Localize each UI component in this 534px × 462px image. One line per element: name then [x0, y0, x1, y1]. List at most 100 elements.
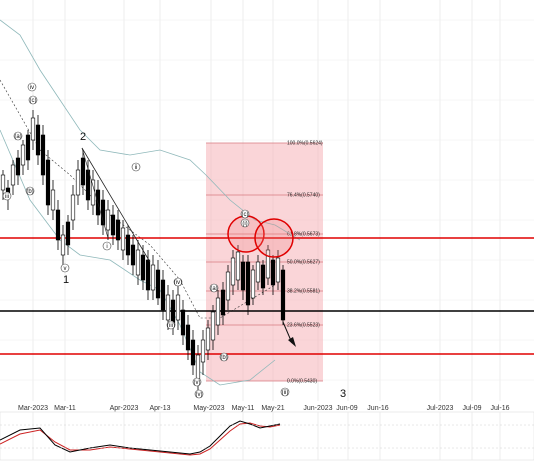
- wave-label-circle: [2, 191, 12, 201]
- candle-up: [205, 327, 211, 351]
- candle-down: [160, 279, 166, 311]
- x-tick-label: Jun-16: [367, 405, 389, 412]
- candle-up: [30, 117, 36, 141]
- candle-down: [155, 269, 161, 299]
- candle-up: [75, 169, 81, 196]
- x-tick-label: Jul-2023: [427, 405, 454, 412]
- wave-label: (iv): [174, 280, 182, 286]
- wave-label-circle: [25, 186, 35, 196]
- wave-label-circle: [194, 389, 204, 399]
- wave-label: iv: [30, 85, 34, 91]
- candle-up: [230, 257, 236, 286]
- candle-down: [125, 234, 131, 256]
- wave-label: 1: [63, 274, 69, 286]
- wave-label-circle: [60, 263, 70, 273]
- candle-down: [180, 309, 186, 336]
- wave-label: i: [106, 244, 107, 250]
- x-tick-label: Jul-09: [462, 405, 481, 412]
- wave-label: (i): [242, 221, 247, 227]
- x-tick-label: May-11: [232, 405, 255, 412]
- wave-label-circle: [102, 241, 112, 251]
- wave-label: v: [64, 266, 67, 272]
- target-circle: [254, 218, 294, 258]
- candle-up: [105, 209, 111, 231]
- x-tick-label: Mar-2023: [18, 405, 48, 412]
- candle-up: [210, 311, 216, 341]
- wave-label-circle: [219, 352, 229, 362]
- candle-down: [35, 124, 41, 156]
- wave-label-circle: [209, 283, 219, 293]
- wave-label: (a): [14, 134, 21, 140]
- x-tick-label: May-2023: [193, 405, 224, 412]
- candle-down: [140, 254, 146, 281]
- candle-down: [115, 219, 121, 241]
- candle-up: [175, 294, 181, 321]
- fib-level-label: 76.4%(0.5740): [287, 193, 320, 199]
- x-tick-label: Jun-2023: [303, 405, 332, 412]
- candle-up: [215, 297, 221, 326]
- wave-label: 2: [80, 131, 86, 143]
- wave-label-circle: [28, 95, 38, 105]
- wave-label: (b): [220, 355, 227, 361]
- candle-down: [40, 134, 46, 176]
- candle-down: [80, 157, 86, 186]
- candle-up: [60, 234, 66, 256]
- candle-down: [130, 244, 136, 266]
- wave-trend-line: [81, 147, 109, 239]
- wave-label: (v): [196, 392, 203, 398]
- wave-label: iii: [5, 194, 9, 200]
- candle-up: [120, 227, 126, 251]
- candle-down: [15, 157, 21, 176]
- wave-label-circle: [173, 277, 183, 287]
- wave-label-circle: [280, 387, 290, 397]
- candle-up: [50, 189, 56, 211]
- candle-up: [275, 257, 281, 283]
- candle-up: [10, 164, 16, 186]
- wave-label: (ii): [282, 390, 289, 396]
- oscillator-main-line: [0, 420, 281, 455]
- candle-up: [250, 269, 256, 299]
- wave-label: (c): [30, 98, 37, 104]
- candle-up: [235, 251, 241, 281]
- fib-level-label: 50.0%(0.5627): [287, 260, 320, 266]
- wave-label: (a): [210, 286, 217, 292]
- candle-down: [280, 269, 286, 321]
- wave-label: (b): [26, 189, 33, 195]
- oscillator-pane: [0, 411, 534, 461]
- x-tick-label: Apr-2023: [110, 405, 139, 412]
- candle-down: [260, 264, 266, 289]
- candle-down: [55, 209, 61, 241]
- candle-down: [110, 214, 116, 236]
- candle-down: [270, 259, 276, 286]
- candle-up: [165, 294, 171, 321]
- wave-label-circle: [13, 131, 23, 141]
- candle-down: [100, 199, 106, 226]
- candle-down: [240, 261, 246, 291]
- candle-down: [65, 221, 71, 246]
- wave-label-circle: [131, 162, 141, 172]
- candle-up: [0, 174, 6, 191]
- candle-up: [90, 179, 96, 206]
- x-tick-label: Jun-09: [336, 405, 358, 412]
- candle-down: [25, 134, 31, 161]
- fib-level-label: 61.8%(0.5673): [287, 232, 320, 238]
- wave-label-circle: [240, 209, 250, 219]
- candle-down: [85, 169, 91, 201]
- wave-label-circle: [240, 218, 250, 228]
- x-tick-label: Mar-11: [54, 405, 76, 412]
- moving-average: [0, 79, 276, 319]
- x-tick-label: May-21: [261, 405, 284, 412]
- x-tick-label: Jul-16: [490, 405, 509, 412]
- candle-down: [245, 261, 251, 306]
- candle-down: [220, 289, 226, 316]
- wave-label-circle: [27, 82, 37, 92]
- candle-up: [200, 339, 206, 363]
- candle-down: [145, 259, 151, 291]
- projection-arrowhead: [288, 337, 296, 347]
- candle-down: [45, 159, 51, 206]
- candle-up: [20, 144, 26, 166]
- wave-label: ii: [135, 165, 138, 171]
- wave-label-circle: [192, 377, 202, 387]
